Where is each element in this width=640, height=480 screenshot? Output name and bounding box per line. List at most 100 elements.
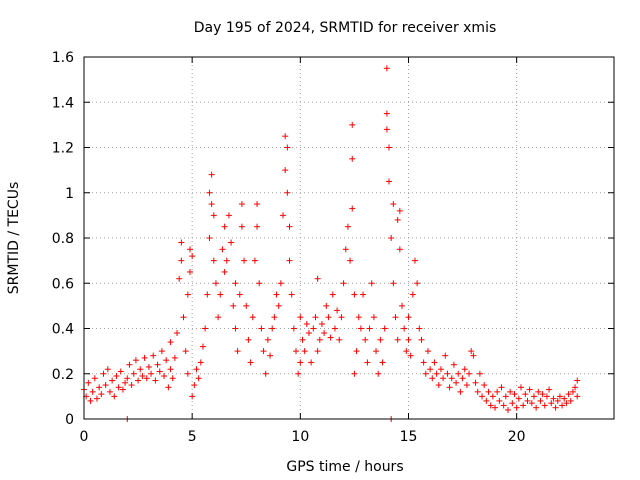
data-point (143, 375, 150, 382)
data-point (180, 314, 187, 321)
data-point (509, 400, 516, 407)
data-point (515, 395, 522, 402)
data-point (414, 280, 421, 287)
data-point (351, 291, 358, 298)
data-point (316, 336, 323, 343)
data-point (297, 314, 304, 321)
data-point (184, 291, 191, 298)
data-point (293, 348, 299, 355)
data-point (178, 239, 185, 246)
data-point (212, 280, 219, 287)
data-point (119, 386, 126, 393)
data-point (386, 178, 393, 185)
data-point (284, 144, 291, 151)
x-tick-label: 15 (400, 429, 418, 445)
data-point (485, 388, 492, 395)
data-point (535, 388, 542, 395)
data-point (440, 375, 447, 382)
data-point (375, 370, 382, 377)
data-point (559, 402, 566, 409)
data-point (193, 366, 200, 373)
x-tick-label: 10 (291, 429, 309, 445)
data-point (236, 291, 243, 298)
data-point (537, 397, 544, 404)
data-point (156, 368, 163, 375)
data-point (331, 325, 338, 332)
data-point (221, 268, 228, 275)
data-point (476, 370, 483, 377)
data-point (550, 395, 557, 402)
data-point (344, 223, 351, 230)
data-point (552, 404, 559, 411)
data-point (267, 352, 274, 359)
data-point (241, 257, 248, 264)
data-point (351, 370, 358, 377)
data-point (327, 334, 334, 341)
data-point (232, 280, 239, 287)
data-point (273, 291, 280, 298)
data-point (187, 268, 193, 275)
data-point (334, 307, 341, 314)
chart-title: Day 195 of 2024, SRMTID for receiver xmi… (194, 20, 497, 36)
data-point (502, 393, 509, 400)
data-point (303, 320, 310, 327)
data-point (106, 388, 113, 395)
data-point (386, 144, 393, 151)
data-point (137, 366, 144, 373)
y-tick-label: 1.6 (52, 50, 74, 66)
data-point (197, 359, 204, 366)
data-point (524, 397, 531, 404)
data-point (243, 302, 250, 309)
data-point (182, 348, 189, 355)
data-point (349, 121, 356, 128)
data-point (388, 235, 395, 241)
data-point (411, 257, 418, 264)
data-point (383, 126, 390, 133)
axis-ticks: 0 0.2 0.4 0.6 0.8 1 1.2 1.4 1.6 0 5 10 15 20 (52, 50, 614, 445)
data-point (448, 375, 455, 382)
data-point (338, 314, 345, 321)
data-point (204, 291, 211, 298)
data-point (98, 391, 105, 398)
data-point (565, 391, 572, 398)
data-point (217, 291, 224, 298)
data-point (115, 384, 122, 391)
data-point (109, 377, 116, 384)
data-point (249, 314, 256, 321)
data-point (154, 361, 161, 368)
y-tick-label: 1 (65, 186, 74, 202)
data-point (500, 402, 507, 409)
data-point (234, 348, 241, 355)
data-point (574, 377, 581, 384)
data-point (282, 167, 289, 174)
data-point (277, 280, 284, 287)
data-point (91, 375, 98, 382)
data-point (556, 393, 563, 400)
data-point (470, 352, 477, 359)
data-point (132, 357, 139, 364)
data-point (251, 257, 258, 264)
data-point (362, 336, 369, 343)
data-point (301, 348, 308, 355)
data-point (487, 402, 494, 409)
data-point (563, 400, 570, 407)
data-point (392, 314, 399, 321)
data-point (264, 336, 271, 343)
data-point (225, 212, 232, 219)
data-point (280, 212, 287, 219)
data-point (431, 359, 438, 366)
data-point (353, 348, 360, 355)
data-point (89, 388, 96, 395)
data-point (230, 302, 237, 309)
data-point (174, 330, 181, 337)
y-tick-label: 1.4 (52, 95, 74, 111)
data-point (494, 388, 501, 395)
data-point (533, 404, 540, 411)
data-point (247, 359, 254, 366)
data-point (543, 393, 550, 400)
data-point (282, 133, 289, 140)
data-point (117, 368, 124, 375)
data-point (530, 393, 537, 400)
data-point (141, 354, 148, 361)
data-point (511, 391, 518, 398)
